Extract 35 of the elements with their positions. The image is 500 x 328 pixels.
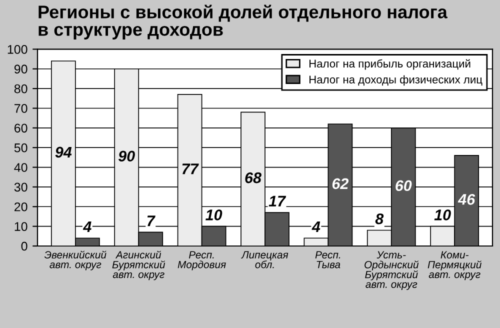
- legend-label: Налог на доходы физических лиц: [309, 75, 482, 86]
- data-label: 17: [268, 196, 286, 206]
- y-tick-label: 40: [14, 163, 28, 172]
- x-tick-label: Усть- Ордынский Бурятский авт. округ: [364, 251, 419, 290]
- data-label: 60: [396, 180, 412, 192]
- data-label: 46: [458, 194, 476, 205]
- data-label: 94: [55, 146, 72, 158]
- x-tick-label: Эвенкийский авт. округ: [44, 250, 106, 270]
- x-tick-label: Коми- Пермяцкий авт. округ: [428, 251, 482, 280]
- y-tick-label: 100: [8, 45, 28, 54]
- chart-title: Регионы с высокой долей отдельного налога в структуре доходов: [38, 4, 448, 40]
- data-label: 10: [206, 210, 222, 220]
- data-label: 10: [434, 210, 451, 220]
- data-label: 7: [147, 216, 156, 226]
- data-label: 62: [332, 178, 349, 190]
- y-tick-label: 60: [14, 124, 28, 133]
- x-tick-label: Агинский Бурятский авт. округ: [112, 250, 166, 280]
- data-label: 8: [375, 213, 384, 224]
- data-label: 4: [82, 221, 92, 232]
- y-tick-label: 20: [14, 202, 28, 212]
- y-tick-label: 90: [14, 64, 28, 74]
- x-tick-label: Респ. Тыва: [315, 251, 340, 268]
- data-label: 90: [118, 150, 135, 162]
- y-tick-label: 50: [14, 143, 28, 152]
- y-tick-label: 30: [14, 182, 28, 192]
- y-tick-label: 70: [14, 104, 28, 113]
- x-tick-label: Респ. Мордовия: [178, 251, 226, 270]
- data-label: 4: [312, 221, 320, 232]
- y-tick-label: 80: [14, 84, 28, 94]
- data-label: 68: [245, 172, 262, 184]
- legend-label: Налог на прибыль организаций: [309, 59, 470, 70]
- y-tick-label: 0: [21, 242, 28, 251]
- x-tick-label: Липецкая обл.: [241, 251, 288, 268]
- data-label: 77: [182, 164, 199, 174]
- y-tick-label: 10: [14, 222, 28, 231]
